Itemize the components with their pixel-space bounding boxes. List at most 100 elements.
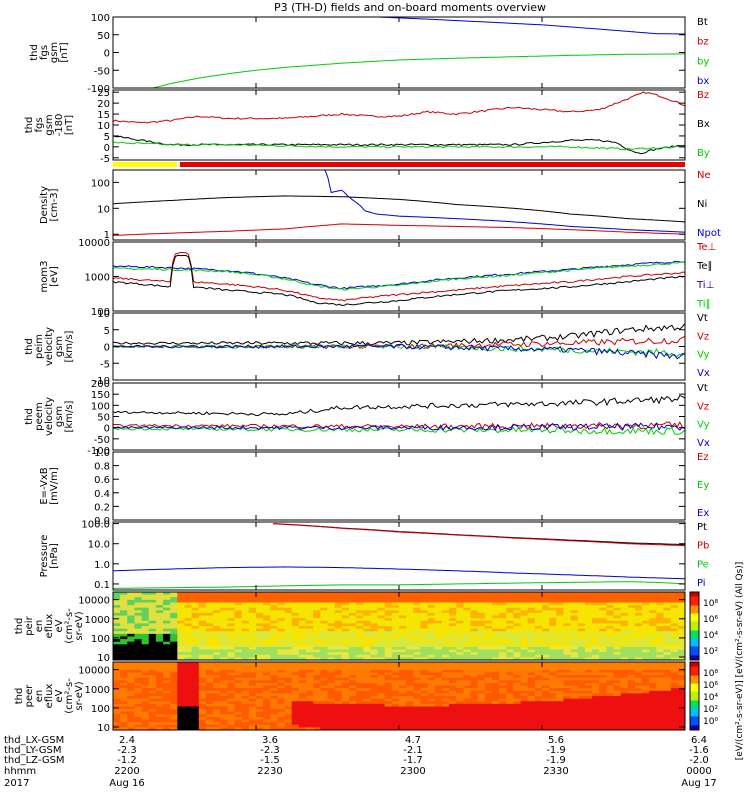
ytick-label: 10: [97, 204, 110, 215]
colorbars: 10⁸ 10⁶ 10⁴ 10² 10⁸ 10⁶ 10⁴ 10² 10⁰ [eV/(cm²-s-sr…: [689, 562, 745, 760]
ylabel-line: sr-eV): [74, 681, 85, 710]
fgs-gsm-ylabel: thd fgs gsm [nT]: [29, 42, 70, 63]
series-peem-velocity-Vx: [112, 422, 686, 432]
colorbar-tick: 10⁶: [703, 615, 718, 625]
panel-pressure: 100.0 10.0 1.0 0.1 Pressure [nPa] Pt Pb Pe Pi: [39, 520, 709, 591]
xaxis-row-label: thd_LY-GSM: [4, 745, 61, 756]
legend-Bz: Bz: [697, 90, 709, 101]
legend-Pb: Pb: [697, 541, 709, 552]
legend-Ey: Ey: [697, 480, 709, 491]
legend-Ez: Ez: [697, 452, 709, 463]
ytick-label: -100: [87, 446, 110, 457]
legend-Ex: Ex: [697, 508, 709, 519]
ylabel-line: [eV]: [49, 266, 60, 287]
density-frame: [112, 169, 686, 241]
ytick-label: 10000: [78, 666, 110, 677]
ytick-label: 0: [104, 143, 110, 154]
legend-Vt: Vt: [697, 313, 708, 324]
xaxis-tick-lx: 4.7: [405, 735, 421, 746]
legend-Vt: Vt: [697, 383, 708, 394]
xaxis-row-label: hhmm: [4, 766, 36, 777]
ytick-label: 100: [91, 634, 110, 645]
ytick-label: 1000: [85, 273, 110, 284]
series-density-Ne: [112, 223, 686, 236]
ytick-label: 10: [97, 309, 110, 320]
xaxis-row-label: thd_LZ-GSM: [4, 755, 65, 766]
ylabel-line: [km/s]: [64, 400, 75, 432]
ytick-label: 5: [104, 132, 110, 143]
xaxis-tick-lx: 3.6: [262, 735, 278, 746]
series-density-Ni: [112, 195, 686, 223]
xaxis-tick-date: Aug 17: [681, 778, 716, 789]
ytick-label: -50: [94, 66, 110, 77]
panel-temperature: 10000 1000 100 mom3 [eV] Te⊥ Te∥ Ti⊥ Ti∥: [39, 238, 716, 318]
series-peem-velocity-Vt: [112, 395, 686, 417]
legend-Vx: Vx: [697, 438, 710, 449]
ylabel-line: [nT]: [59, 42, 70, 62]
ylabel-line: eV: [54, 619, 65, 632]
series-temperature-Ti∥: [112, 261, 686, 291]
xaxis-tick-hhmm: 2200: [114, 766, 139, 777]
pressure-ylabel: Pressure [nPa]: [39, 535, 60, 578]
xaxis-tick-lx: 6.4: [691, 735, 707, 746]
ytick-label: -100: [87, 84, 110, 95]
ytick-label: 10: [97, 121, 110, 132]
ylabel-line: [mV/m]: [49, 467, 60, 505]
ylabel-line: [nPa]: [49, 543, 60, 569]
ytick-label: 100.0: [81, 520, 110, 531]
peem-velocity-ylabel: thd peem velocity gsm [km/s]: [24, 397, 75, 436]
ytick-label: 10000: [78, 596, 110, 607]
series-fgs-gsm-zoom-Bx: [112, 135, 686, 155]
series-peim-velocity-Vz: [112, 335, 686, 350]
series-pressure-Pt: [273, 523, 685, 546]
fgs-gsm-zoom-frame: [112, 89, 686, 161]
series-peim-velocity-Vt: [112, 323, 686, 346]
panel-efield: 1.0 0.8 0.6 0.4 0.2 0.0 E=-VxB [mV/m] Ez Ey Ex: [39, 448, 709, 527]
series-peim-velocity-Vy: [112, 343, 686, 357]
efield-frame: [112, 451, 686, 521]
series-peem-velocity-Vz: [113, 421, 686, 430]
ytick-label: 25: [97, 88, 110, 99]
ytick-label: 0.6: [94, 475, 110, 486]
xaxis-tick-ly: -2.3: [260, 745, 280, 756]
colorbar-peer: 10⁸ 10⁶ 10⁴ 10² 10⁰: [689, 661, 718, 731]
legend-Ne: Ne: [697, 170, 711, 181]
ytick-label: 15: [97, 110, 110, 121]
ytick-label: 1.0: [94, 448, 110, 459]
xaxis-tick-hhmm: 2330: [543, 766, 568, 777]
ylabel-line: gsm: [44, 114, 55, 135]
ytick-label: 10: [97, 653, 110, 664]
xaxis-tick-ly: -2.1: [403, 745, 423, 756]
ylabel-line: peer: [24, 684, 35, 708]
ytick-label: 150: [91, 390, 110, 401]
xaxis-tick-lz: -1.2: [117, 755, 137, 766]
xaxis-tick-hhmm: 2300: [400, 766, 425, 777]
ylabel-line: thd: [24, 117, 35, 134]
ylabel-line: thd: [29, 44, 40, 61]
ytick-label: 20: [97, 99, 110, 110]
ytick-label: 200: [91, 379, 110, 390]
ylabel-line: en: [34, 690, 45, 703]
colorbar-tick: 10⁴: [703, 631, 718, 641]
colorbar-tick: 10⁰: [703, 717, 718, 727]
ylabel-line: fgs: [34, 117, 45, 132]
ytick-label: 50: [97, 31, 110, 42]
xaxis-tick-ly: -1.6: [689, 745, 709, 756]
ytick-label: 100: [91, 704, 110, 715]
ytick-label: -50: [94, 435, 110, 446]
series-temperature-Ti⊥: [112, 260, 686, 290]
ytick-label: 100: [91, 307, 110, 318]
ytick-label: -10: [94, 376, 110, 387]
legend-bz: bz: [697, 37, 709, 48]
legend-Te⊥: Te⊥: [696, 242, 716, 253]
xaxis-tick-ly: -1.9: [546, 745, 566, 756]
colorbar-tick: 10⁸: [703, 669, 718, 679]
ytick-label: 0.2: [94, 502, 110, 513]
ylabel-line: [nT]: [64, 115, 75, 135]
ytick-label: 100: [91, 178, 110, 189]
colorbar-tick: 10²: [703, 647, 718, 657]
mode-bar: [113, 162, 685, 167]
